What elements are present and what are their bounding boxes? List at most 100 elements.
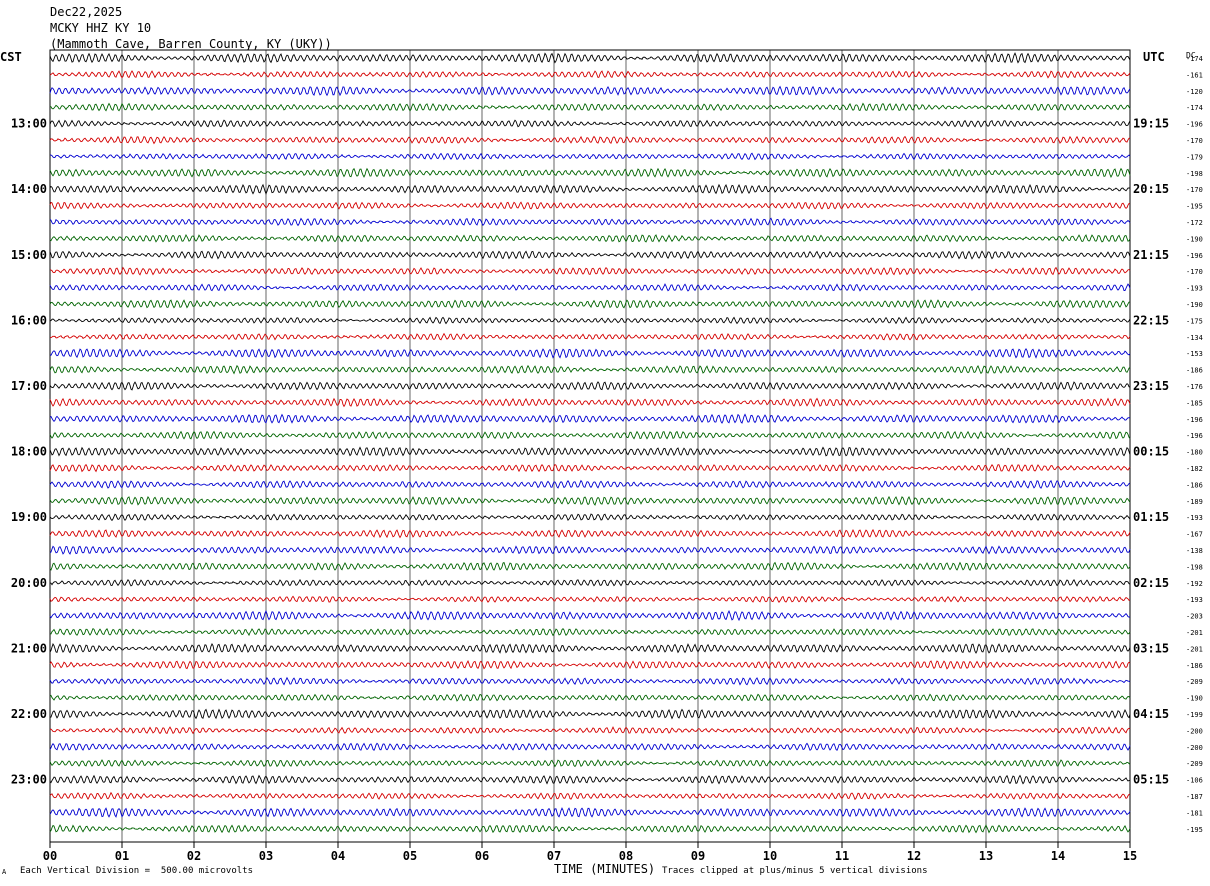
trace-line	[49, 479, 1131, 489]
dc-offset-label: -203	[1186, 613, 1203, 621]
dc-offset-label: -189	[1186, 498, 1203, 506]
left-hour-label: 20:00	[11, 576, 47, 590]
right-hour-label: 05:15	[1133, 773, 1169, 787]
dc-offset-label: -198	[1186, 170, 1203, 178]
minute-gridlines	[49, 49, 1131, 848]
trace-line	[49, 266, 1131, 276]
trace-line	[49, 167, 1131, 178]
left-hour-label: 14:00	[11, 182, 47, 196]
trace-line	[49, 413, 1131, 424]
dc-offset-label: -201	[1186, 645, 1203, 653]
dc-offset-label: -196	[1186, 252, 1203, 260]
dc-offset-label: -193	[1186, 285, 1203, 293]
dc-offset-label: -209	[1186, 678, 1203, 686]
trace-line	[49, 201, 1131, 210]
trace-line	[49, 742, 1131, 752]
trace-line	[49, 397, 1131, 408]
header-station: MCKY HHZ KY 10	[50, 21, 152, 35]
plot-frame	[49, 49, 1131, 843]
clip-note: Traces clipped at plus/minus 5 vertical …	[662, 866, 928, 876]
dc-offset-label: -192	[1186, 580, 1203, 588]
x-tick-label: 00	[43, 849, 57, 863]
x-tick-label: 13	[979, 849, 993, 863]
dc-offset-label: -186	[1186, 481, 1203, 489]
right-hour-label: 01:15	[1133, 510, 1169, 524]
trace-line	[49, 250, 1131, 260]
trace-line	[49, 347, 1131, 359]
trace-line	[49, 642, 1131, 654]
dc-offset-label: -138	[1186, 547, 1203, 555]
trace-line	[49, 513, 1131, 522]
right-hour-label: 23:15	[1133, 379, 1169, 393]
trace-line	[49, 283, 1131, 292]
dc-column-label: DC	[1186, 51, 1196, 60]
dc-offset-label: -106	[1186, 777, 1203, 785]
trace-line	[49, 774, 1131, 785]
trace-line	[49, 561, 1131, 572]
x-tick-label: 02	[187, 849, 201, 863]
trace-line	[49, 381, 1131, 391]
corner-mark: A	[2, 868, 7, 876]
left-hour-label: 16:00	[11, 313, 47, 327]
trace-line	[49, 578, 1131, 587]
trace-line	[49, 807, 1131, 818]
dc-offset-label: -170	[1186, 268, 1203, 276]
label-group: 00 01 02 03 04 05 06 07 08 09 10 11 12 13 14 15 -174 -161…	[0, 50, 1203, 863]
dc-offset-label: -181	[1186, 809, 1203, 817]
right-hour-label: 22:15	[1133, 313, 1169, 327]
x-axis-title: TIME (MINUTES)	[554, 862, 656, 876]
dc-offset-label: -193	[1186, 514, 1203, 522]
right-hour-label: 00:15	[1133, 445, 1169, 459]
trace-line	[49, 70, 1131, 79]
dc-offset-label: -161	[1186, 71, 1203, 79]
left-hour-label: 13:00	[11, 117, 47, 131]
trace-line	[49, 595, 1131, 604]
trace-line	[49, 627, 1131, 637]
dc-offset-label: -176	[1186, 383, 1203, 391]
left-hour-label: 15:00	[11, 248, 47, 262]
dc-offset-label: -174	[1186, 104, 1203, 112]
trace-line	[49, 217, 1131, 227]
trace-line	[49, 152, 1131, 161]
plot-header: Dec22,2025 MCKY HHZ KY 10 (Mammoth Cave,…	[50, 4, 332, 52]
x-tick-label: 06	[475, 849, 489, 863]
dc-offset-label: -200	[1186, 744, 1203, 752]
dc-offset-label: -170	[1186, 137, 1203, 145]
trace-line	[49, 659, 1131, 670]
x-tick-label: 03	[259, 849, 273, 863]
trace-line	[49, 135, 1131, 145]
left-hour-label: 23:00	[11, 773, 47, 787]
right-hour-label: 04:15	[1133, 707, 1169, 721]
trace-line	[49, 85, 1131, 97]
dc-offset-label: -134	[1186, 334, 1203, 342]
right-hour-label: 20:15	[1133, 182, 1169, 196]
left-hour-label: 21:00	[11, 641, 47, 655]
trace-line	[49, 545, 1131, 555]
trace-line	[49, 791, 1131, 801]
left-hour-label: 18:00	[11, 445, 47, 459]
trace-line	[49, 528, 1131, 539]
trace-line	[49, 316, 1131, 325]
right-hour-label: 19:15	[1133, 117, 1169, 131]
trace-line	[49, 708, 1131, 720]
dc-offset-label: -196	[1186, 432, 1203, 440]
dc-offset-label: -190	[1186, 695, 1203, 703]
x-tick-label: 05	[403, 849, 417, 863]
trace-line	[49, 52, 1131, 64]
trace-line	[49, 102, 1131, 112]
trace-group	[49, 52, 1131, 834]
trace-line	[49, 676, 1131, 686]
dc-offset-label: -190	[1186, 235, 1203, 243]
dc-offset-label: -186	[1186, 367, 1203, 375]
dc-offset-label: -196	[1186, 416, 1203, 424]
dc-offset-label: -198	[1186, 563, 1203, 571]
trace-line	[49, 299, 1131, 309]
dc-offset-label: -120	[1186, 88, 1203, 96]
right-hour-label: 03:15	[1133, 641, 1169, 655]
scale-note: Each Vertical Division = 500.00 microvol…	[20, 866, 253, 876]
trace-line	[49, 759, 1131, 768]
right-hour-label: 21:15	[1133, 248, 1169, 262]
trace-line	[49, 463, 1131, 473]
x-tick-label: 04	[331, 849, 345, 863]
